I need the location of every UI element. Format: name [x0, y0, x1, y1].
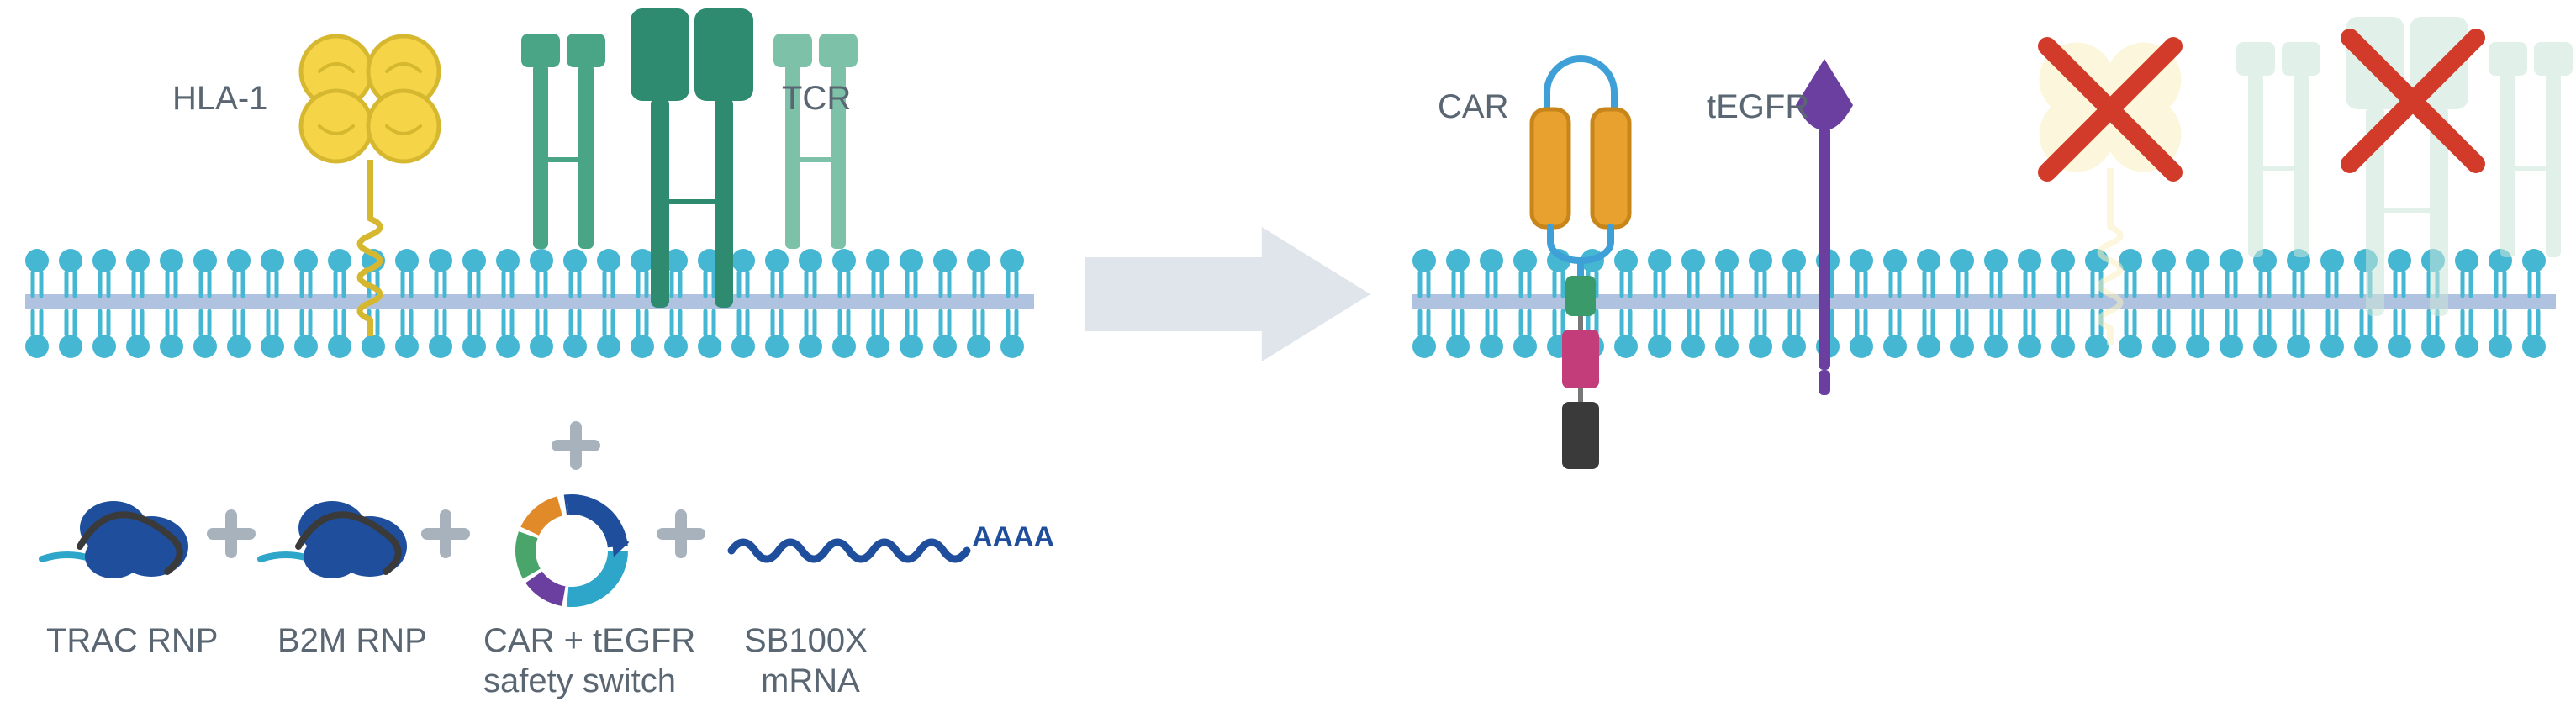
label-hla: HLA-1: [172, 80, 267, 117]
cas9-rnp: [42, 501, 188, 578]
label-plasmid_l2: safety switch: [483, 662, 676, 699]
label-plasmid_l1: CAR + tEGFR: [483, 622, 695, 659]
process-arrow: [1085, 227, 1370, 362]
label-tegfr: tEGFR: [1707, 88, 1809, 125]
membrane: [25, 249, 1034, 358]
label-b2m: B2M RNP: [277, 622, 427, 659]
label-trac: TRAC RNP: [46, 622, 218, 659]
plus-icon: [427, 515, 464, 552]
label-mrna_l1: SB100X: [744, 622, 868, 659]
mrna-molecule: AAAA: [731, 521, 1054, 559]
label-car: CAR: [1438, 88, 1508, 125]
polya-tail: AAAA: [972, 521, 1054, 553]
plasmid-vector: [525, 504, 631, 597]
cas9-rnp: [261, 501, 407, 578]
plus-icon: [662, 515, 699, 552]
plus-icon: [557, 427, 594, 464]
label-mrna_l2: mRNA: [761, 662, 860, 699]
label-tcr: TCR: [782, 80, 851, 117]
plus-icon: [213, 515, 250, 552]
